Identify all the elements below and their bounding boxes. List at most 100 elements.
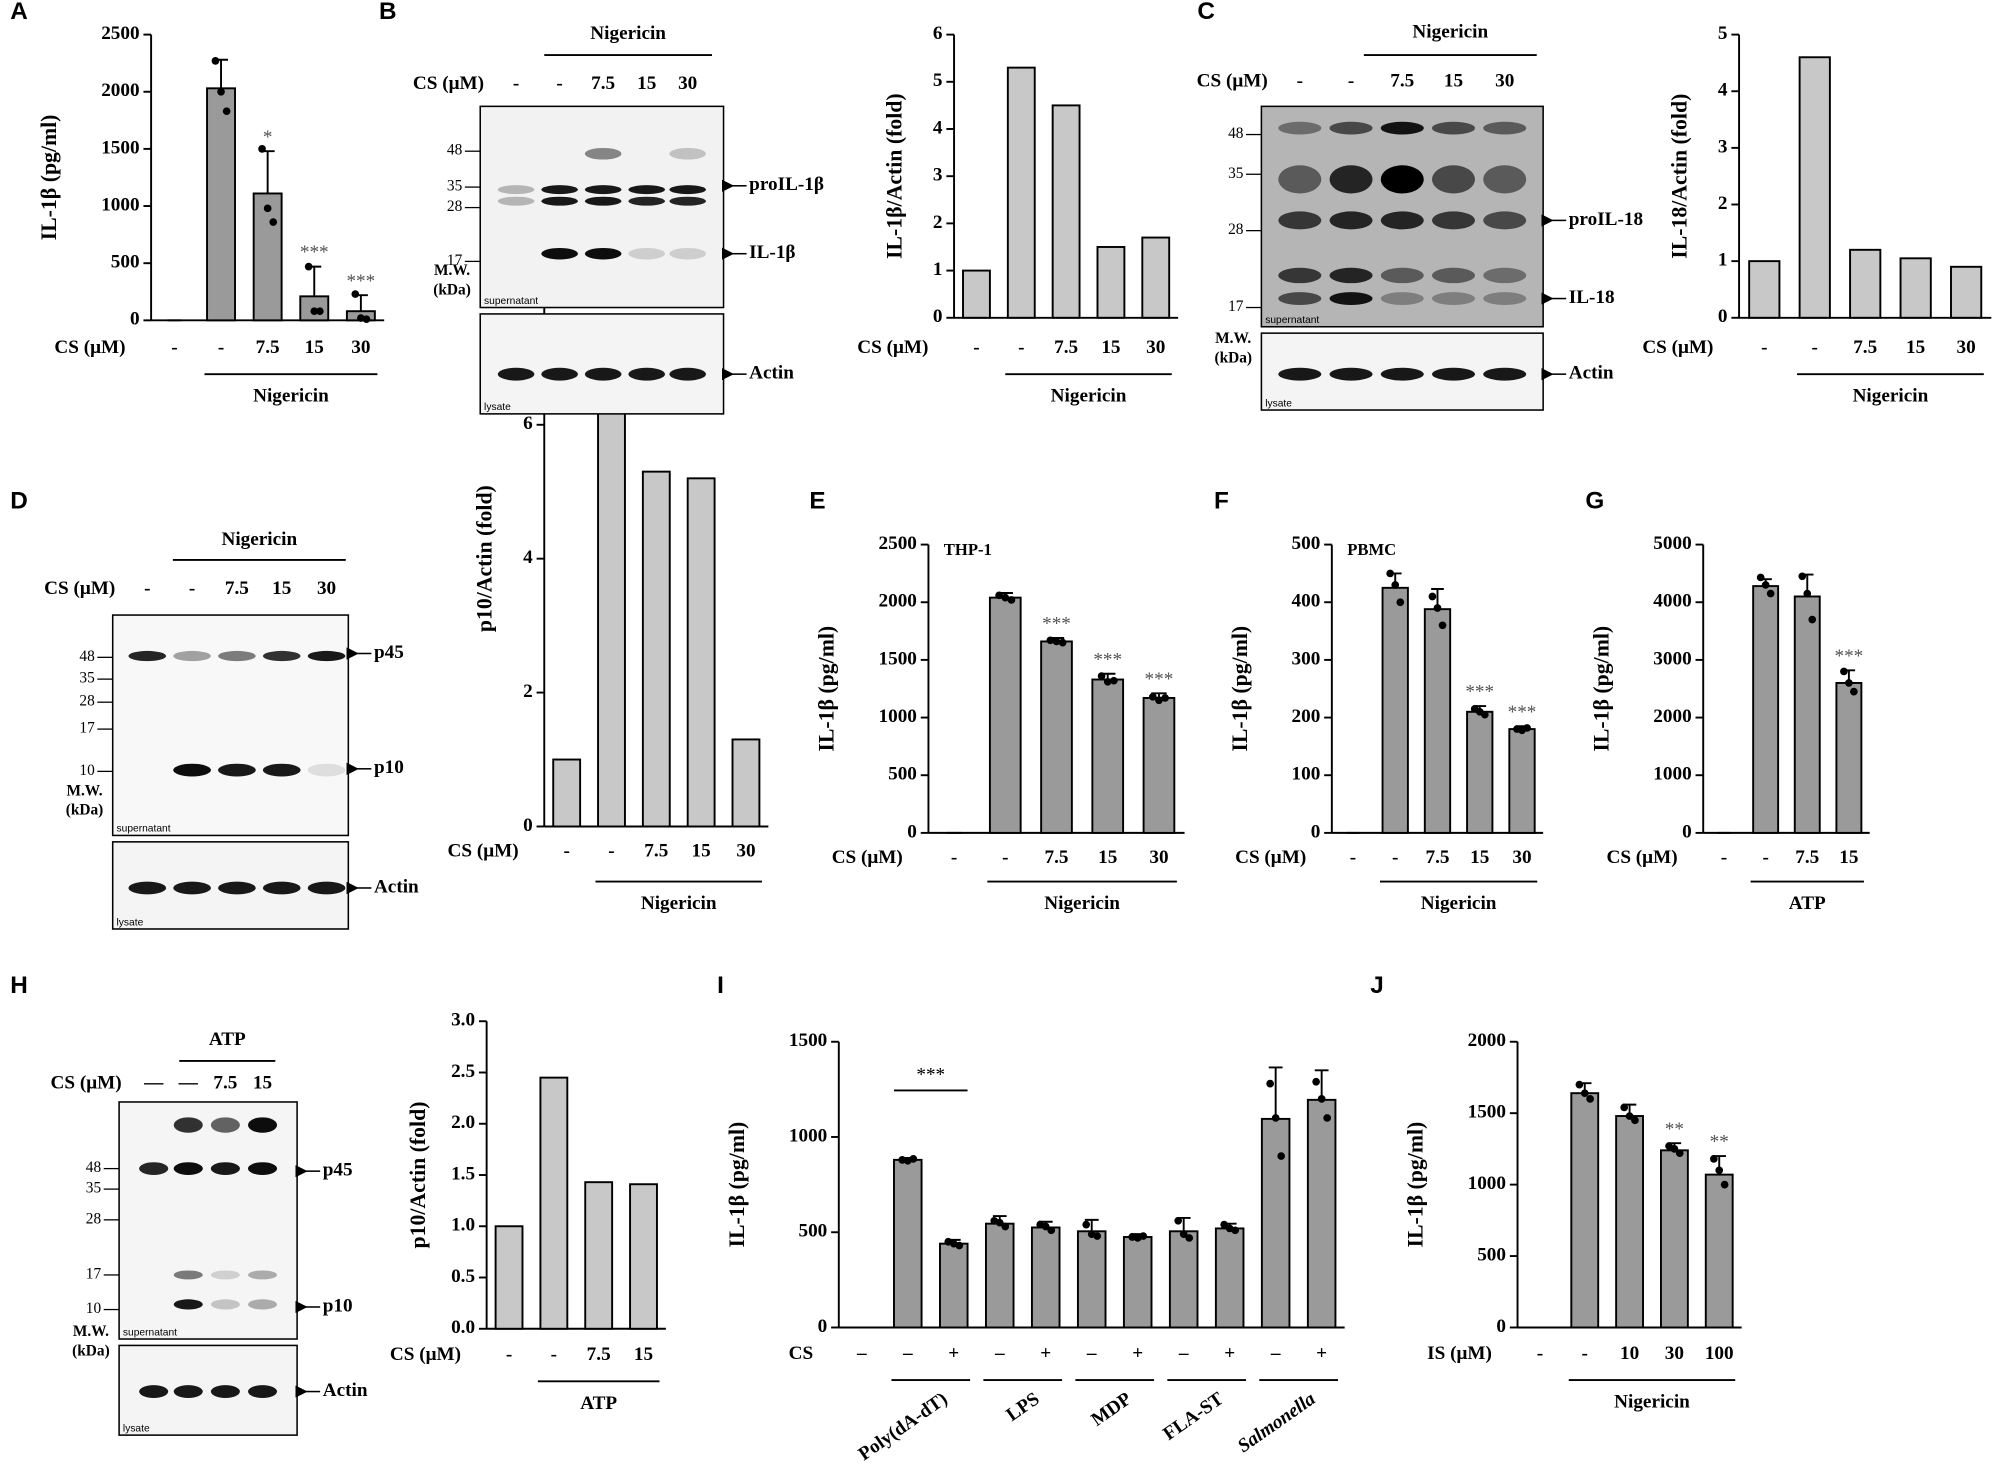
x-tick-label: -: [551, 1344, 557, 1365]
blot-band: [1431, 211, 1476, 230]
x-tick-label: -: [1537, 1343, 1543, 1364]
data-point: [1756, 573, 1765, 582]
y-tick-label: 1.5: [451, 1163, 475, 1184]
x-tick-label: 10: [1620, 1343, 1639, 1364]
actin-band: [128, 881, 167, 895]
blot-band: [1431, 165, 1476, 194]
error-bar: [307, 265, 322, 297]
group-label: Nigericin: [1614, 1391, 1690, 1412]
bar: [731, 738, 761, 828]
band-label: p45: [323, 1160, 353, 1181]
y-tick-label: 100: [1292, 764, 1321, 785]
bar: [629, 1183, 658, 1330]
x-tick-label: -: [608, 841, 614, 862]
bar: [1381, 586, 1409, 834]
band-label: proIL-18: [1569, 209, 1643, 230]
blot-band: [541, 247, 578, 260]
group-label: ATP: [580, 1393, 617, 1414]
lane-label: 15: [1444, 70, 1463, 91]
lane-label: 15: [253, 1072, 272, 1093]
y-tick-label: 0: [933, 306, 943, 327]
y-tick-label: 2: [523, 681, 533, 702]
y-tick-label: 1000: [1468, 1173, 1506, 1194]
y-tick-label: 4: [523, 547, 533, 568]
data-point: [1850, 687, 1858, 696]
lane-axis-label: CS (μM): [413, 73, 484, 94]
data-point: [1840, 667, 1848, 676]
data-point: [351, 290, 360, 298]
y-tick-label: 2: [1718, 193, 1728, 214]
x-axis-label: CS: [789, 1343, 814, 1364]
data-point: [1277, 1152, 1286, 1160]
significance: **: [1710, 1132, 1729, 1153]
blot-band: [128, 650, 167, 662]
y-tick-label: 1000: [879, 706, 917, 727]
data-point: [1179, 1230, 1188, 1238]
y-tick-label: 500: [798, 1221, 827, 1242]
significance: ***: [1834, 646, 1863, 667]
x-tick-label: –: [1086, 1343, 1097, 1364]
bar: [1214, 1227, 1245, 1329]
x-axis-label: CS (μM): [1642, 337, 1713, 358]
error-bar: [1084, 1218, 1099, 1232]
blot-band: [1380, 165, 1424, 194]
y-tick-label: 0: [1496, 1316, 1506, 1337]
y-axis-label: p10/Actin (fold): [406, 1102, 430, 1249]
blot-band: [1329, 165, 1373, 194]
data-point: [1386, 569, 1394, 578]
lane-label: 30: [317, 578, 336, 599]
actin-band: [307, 881, 346, 895]
x-tick-label: 30: [351, 337, 370, 358]
lane-label: —: [143, 1072, 164, 1093]
bar: [1615, 1115, 1644, 1329]
x-tick-label: 30: [1957, 337, 1976, 358]
data-point: [1041, 1222, 1050, 1231]
bar: [641, 470, 671, 828]
actin-band: [1431, 367, 1476, 381]
blot-lysate: [479, 313, 725, 415]
y-tick-label: 3: [1718, 136, 1728, 157]
actin-band: [210, 1385, 240, 1398]
group-label: Nigericin: [1051, 386, 1127, 407]
bar: [893, 1158, 923, 1329]
blot-band: [1329, 211, 1373, 230]
y-tick-label: 5: [933, 70, 943, 91]
lane-label: -: [1297, 70, 1303, 91]
mw-label: 35: [1228, 165, 1244, 182]
data-point: [1231, 1226, 1240, 1235]
x-tick-label: -: [1812, 337, 1818, 358]
fraction-label: supernatant: [484, 296, 538, 307]
mw-label: 17: [1228, 298, 1244, 315]
group-label: Nigericin: [1421, 893, 1497, 914]
bracket-label: ***: [916, 1065, 945, 1086]
x-axis-label: IS (μM): [1427, 1343, 1492, 1364]
bar: [552, 758, 582, 828]
error-bar: [1268, 1066, 1283, 1119]
blot-band: [669, 247, 706, 260]
lane-label: 7.5: [1390, 70, 1414, 91]
data-point: [1845, 679, 1853, 687]
band-label: Actin: [1569, 363, 1614, 384]
bar: [1793, 595, 1821, 834]
y-tick-label: 2000: [1653, 706, 1691, 727]
x-tick-label: -: [563, 841, 569, 862]
actin-band: [497, 367, 535, 381]
blot-band: [248, 1162, 278, 1176]
panel-letter: A: [10, 0, 28, 25]
blot-band: [173, 650, 211, 662]
bar: [1798, 56, 1831, 319]
data-point: [1710, 1155, 1718, 1163]
panel-letter: F: [1214, 488, 1229, 515]
data-point: [995, 591, 1003, 600]
y-tick-label: 0: [1311, 821, 1321, 842]
x-tick-label: –: [856, 1343, 867, 1364]
blot-band: [584, 247, 622, 260]
y-tick-label: 6: [523, 413, 533, 434]
x-tick-label: -: [951, 847, 957, 868]
mw-label: 17: [447, 252, 463, 269]
blot-band: [262, 650, 301, 662]
x-tick-label: –: [902, 1343, 913, 1364]
mw-label: 17: [86, 1265, 102, 1282]
blot-band: [1483, 121, 1527, 135]
bar: [988, 596, 1022, 834]
